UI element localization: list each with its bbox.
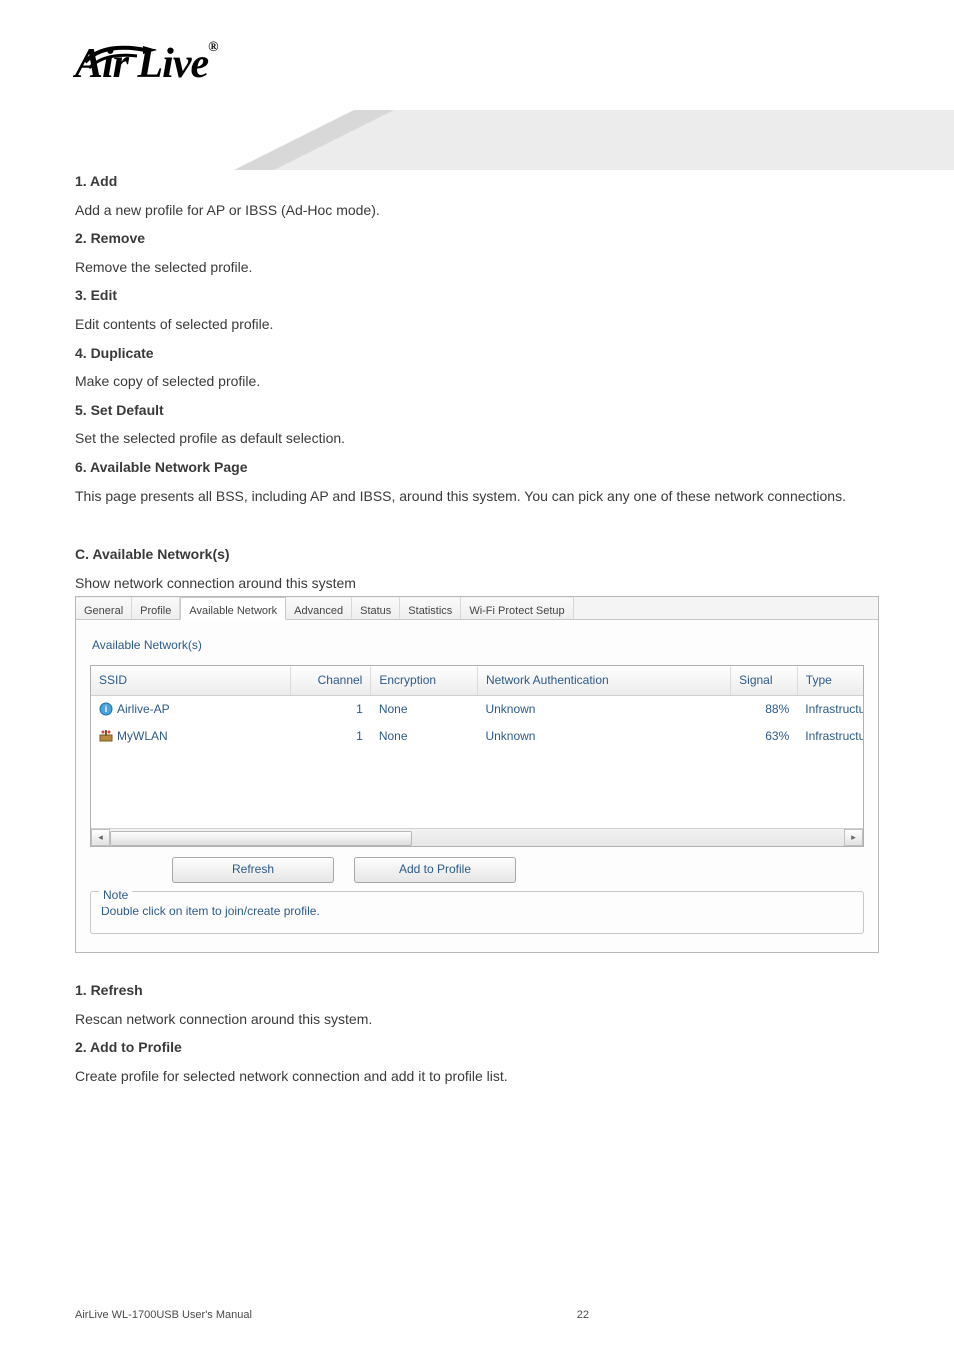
cell-channel: 1 bbox=[291, 695, 371, 722]
heading-edit: 3. Edit bbox=[75, 282, 879, 309]
cell-type: Infrastructure bbox=[797, 695, 864, 722]
body-avail-net: Show network connection around this syst… bbox=[75, 570, 879, 597]
cell-encryption: None bbox=[371, 695, 478, 722]
tab-general[interactable]: General bbox=[76, 597, 132, 619]
cell-type: Infrastructure bbox=[797, 723, 864, 750]
scroll-thumb[interactable] bbox=[110, 831, 412, 846]
col-netauth[interactable]: Network Authentication bbox=[477, 666, 730, 695]
heading-remove: 2. Remove bbox=[75, 225, 879, 252]
tab-wifi-protect[interactable]: Wi-Fi Protect Setup bbox=[461, 597, 573, 619]
heading-add: 1. Add bbox=[75, 168, 879, 195]
logo-reg: ® bbox=[208, 40, 217, 55]
footer-left: AirLive WL-1700USB User's Manual bbox=[75, 1309, 252, 1321]
cell-netauth: Unknown bbox=[477, 695, 730, 722]
panel-title: Available Network(s) bbox=[92, 634, 864, 657]
body-duplicate: Make copy of selected profile. bbox=[75, 368, 879, 395]
cell-signal: 88% bbox=[731, 695, 798, 722]
heading-avail-page: 6. Available Network Page bbox=[75, 454, 879, 481]
tab-available-network[interactable]: Available Network bbox=[180, 597, 286, 620]
header-banner bbox=[234, 110, 954, 170]
cell-ssid: Airlive-AP bbox=[117, 698, 170, 721]
horizontal-scrollbar[interactable]: ◂ ▸ bbox=[91, 828, 863, 846]
cell-encryption: None bbox=[371, 723, 478, 750]
col-type[interactable]: Type bbox=[797, 666, 864, 695]
body-edit: Edit contents of selected profile. bbox=[75, 311, 879, 338]
available-network-dialog: General Profile Available Network Advanc… bbox=[75, 596, 879, 953]
col-encryption[interactable]: Encryption bbox=[371, 666, 478, 695]
logo-main: Air Live bbox=[75, 41, 208, 87]
heading-refresh: 1. Refresh bbox=[75, 977, 879, 1004]
note-legend: Note bbox=[99, 884, 132, 907]
body-refresh: Rescan network connection around this sy… bbox=[75, 1006, 879, 1033]
refresh-button[interactable]: Refresh bbox=[172, 857, 334, 883]
adhoc-icon bbox=[99, 729, 113, 743]
cell-signal: 63% bbox=[731, 723, 798, 750]
tab-profile[interactable]: Profile bbox=[132, 597, 180, 619]
body-setdefault: Set the selected profile as default sele… bbox=[75, 425, 879, 452]
scroll-left-arrow[interactable]: ◂ bbox=[91, 829, 110, 846]
col-channel[interactable]: Channel bbox=[291, 666, 371, 695]
heading-duplicate: 4. Duplicate bbox=[75, 340, 879, 367]
col-ssid[interactable]: SSID bbox=[91, 666, 291, 695]
cell-netauth: Unknown bbox=[477, 723, 730, 750]
tab-status[interactable]: Status bbox=[352, 597, 400, 619]
note-text: Double click on item to join/create prof… bbox=[101, 900, 853, 923]
table-row[interactable]: MyWLAN 1 None Unknown 63% Infrastructure… bbox=[91, 723, 864, 750]
body-addprofile: Create profile for selected network conn… bbox=[75, 1063, 879, 1090]
heading-setdefault: 5. Set Default bbox=[75, 397, 879, 424]
ap-icon: i bbox=[99, 702, 113, 716]
tab-strip: General Profile Available Network Advanc… bbox=[76, 597, 878, 620]
heading-avail-net: C. Available Network(s) bbox=[75, 541, 879, 568]
heading-addprofile: 2. Add to Profile bbox=[75, 1034, 879, 1061]
cell-channel: 1 bbox=[291, 723, 371, 750]
table-row[interactable]: i Airlive-AP 1 None Unknown 88% Infrastr… bbox=[91, 695, 864, 722]
body-remove: Remove the selected profile. bbox=[75, 254, 879, 281]
tab-statistics[interactable]: Statistics bbox=[400, 597, 461, 619]
network-listview[interactable]: SSID Channel Encryption Network Authenti… bbox=[90, 665, 864, 847]
scroll-track[interactable] bbox=[110, 830, 844, 845]
svg-text:i: i bbox=[105, 704, 108, 714]
footer-page: 22 bbox=[577, 1309, 589, 1321]
note-groupbox: Note Double click on item to join/create… bbox=[90, 891, 864, 934]
cell-ssid: MyWLAN bbox=[117, 725, 168, 748]
tab-advanced[interactable]: Advanced bbox=[286, 597, 352, 619]
logo-text: Air Live® bbox=[75, 40, 879, 88]
body-avail-page: This page presents all BSS, including AP… bbox=[75, 483, 879, 510]
col-signal[interactable]: Signal bbox=[731, 666, 798, 695]
add-to-profile-button[interactable]: Add to Profile bbox=[354, 857, 516, 883]
scroll-right-arrow[interactable]: ▸ bbox=[844, 829, 863, 846]
body-add: Add a new profile for AP or IBSS (Ad-Hoc… bbox=[75, 197, 879, 224]
